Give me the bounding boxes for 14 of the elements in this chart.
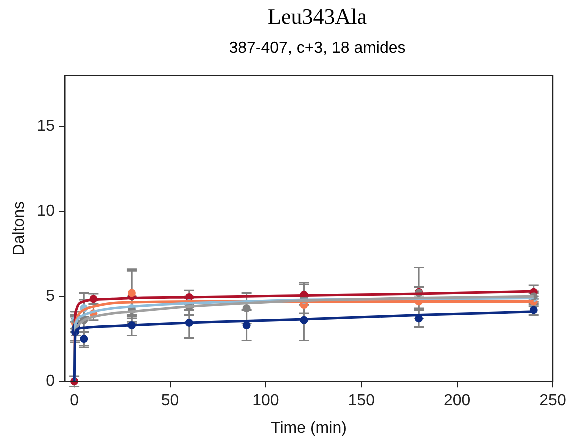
y-tick-label: 5 bbox=[46, 288, 56, 306]
x-tick-label: 50 bbox=[161, 392, 180, 410]
x-tick-label: 150 bbox=[348, 392, 376, 410]
y-tick-label: 15 bbox=[37, 118, 56, 136]
x-tick-label: 0 bbox=[70, 392, 80, 410]
x-tick-label: 250 bbox=[540, 392, 566, 410]
chart-subtitle: 387-407, c+3, 18 amides bbox=[228, 40, 407, 58]
y-tick-label: 10 bbox=[37, 203, 56, 220]
x-tick-label: 200 bbox=[444, 392, 471, 410]
chart-title: Leu343Ala bbox=[267, 4, 368, 30]
x-tick-label: 100 bbox=[252, 392, 280, 410]
y-tick-label: 0 bbox=[46, 373, 56, 390]
x-axis-title: Time (min) bbox=[271, 420, 347, 437]
y-axis-title: Daltons bbox=[11, 201, 28, 256]
